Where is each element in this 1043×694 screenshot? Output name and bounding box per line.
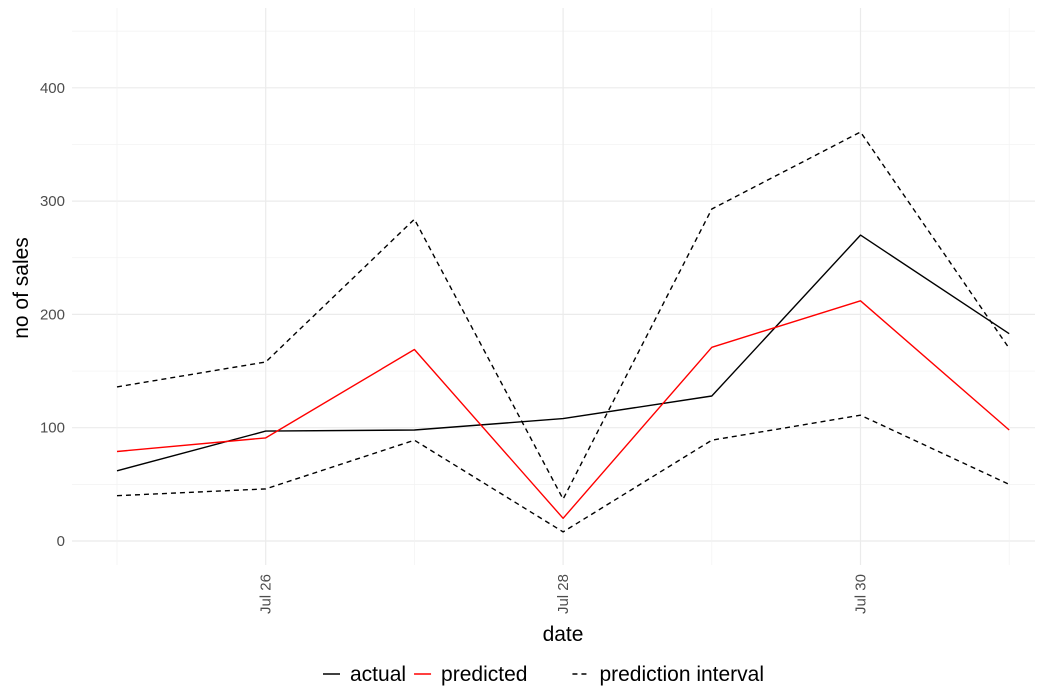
grid [72,8,1035,565]
x-tick-label: Jul 30 [853,574,870,614]
y-tick-label: 300 [40,193,65,210]
y-axis-title: no of sales [10,237,33,339]
series-lines [116,131,1010,533]
x-tick-label: Jul 26 [258,574,275,614]
series-line-predicted-1 [116,300,1010,519]
y-tick-label: 100 [40,420,65,437]
tick-labels: 0 100 200 300 400 Jul 26 Jul 28 Jul 30 [40,80,870,614]
series-line-actual-0 [116,234,1010,472]
x-tick-label: Jul 28 [555,574,572,614]
legend-label-predicted: predicted [441,663,527,686]
x-axis-title: date [543,623,584,646]
y-tick-label: 200 [40,306,65,323]
y-tick-label: 0 [57,533,65,550]
legend-label-actual: actual [350,663,406,686]
legend-label-prediction-interval: prediction interval [599,663,764,686]
legend: actual predicted prediction interval [323,663,764,686]
series-line-prediction-interval-3 [116,414,1010,533]
y-tick-label: 400 [40,80,65,97]
